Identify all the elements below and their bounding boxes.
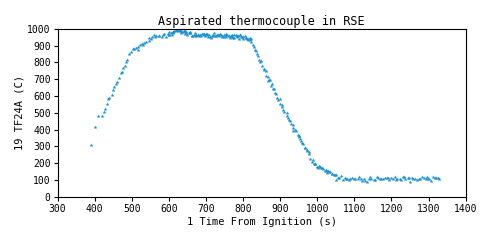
Title: Aspirated thermocouple in RSE: Aspirated thermocouple in RSE: [158, 15, 365, 28]
Y-axis label: 19 TF24A (C): 19 TF24A (C): [14, 75, 24, 150]
X-axis label: 1 Time From Ignition (s): 1 Time From Ignition (s): [187, 216, 336, 227]
